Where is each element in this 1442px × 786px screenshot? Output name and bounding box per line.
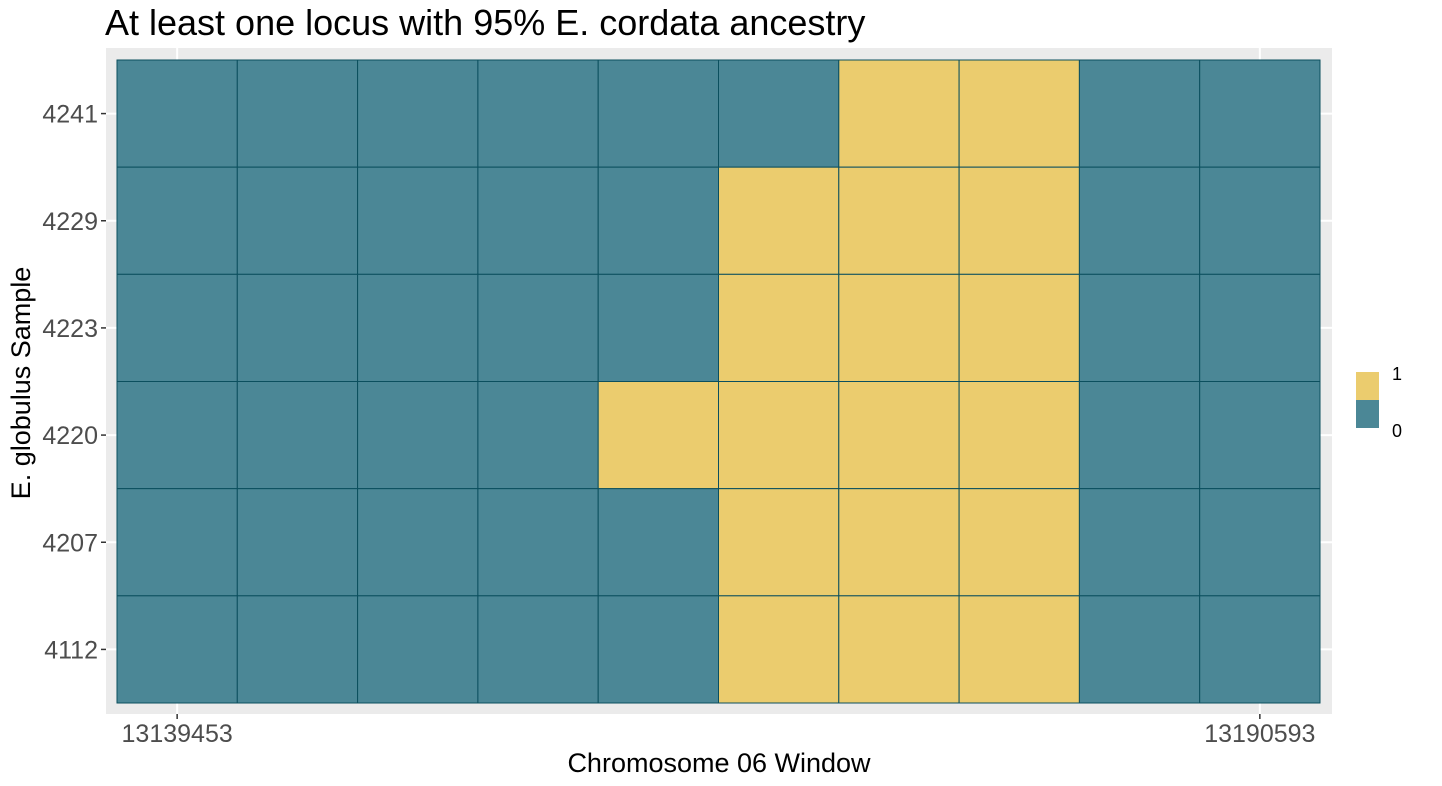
legend-label: 0: [1392, 421, 1402, 441]
x-tick-label: 13139453: [122, 720, 233, 748]
heatmap-cell: [597, 595, 720, 704]
heatmap-cell: [477, 166, 599, 275]
heatmap-cell: [236, 166, 359, 275]
heatmap-cell: [357, 166, 479, 275]
heatmap-cell: [116, 59, 238, 168]
y-tick-label: 4207: [42, 529, 98, 557]
heatmap-cell: [357, 595, 479, 704]
heatmap-cell: [838, 381, 960, 490]
heatmap-cell: [477, 488, 599, 597]
x-axis-ticks: 13139453 13190593: [122, 714, 1315, 748]
heatmap-cell: [718, 595, 840, 704]
heatmap-cell: [718, 273, 840, 383]
heatmap-cell: [1078, 381, 1201, 490]
heatmap-cell: [838, 488, 960, 597]
heatmap-cell: [357, 488, 479, 597]
heatmap-cell: [597, 488, 720, 597]
heatmap-cell: [116, 166, 238, 275]
y-axis-title: E. globulus Sample: [6, 267, 36, 500]
chart-title: At least one locus with 95% E. cordata a…: [105, 2, 865, 43]
heatmap-cell: [357, 273, 479, 383]
heatmap-cell: [838, 166, 960, 275]
x-tick-label: 13190593: [1204, 720, 1315, 748]
y-tick-label: 4229: [42, 208, 98, 236]
heatmap-cell: [1078, 59, 1201, 168]
heatmap-cell: [597, 381, 720, 490]
heatmap-cell: [1078, 166, 1201, 275]
legend-key: [1356, 372, 1379, 400]
heatmap-cell: [1199, 381, 1321, 490]
heatmap-cell: [958, 59, 1080, 168]
y-axis-ticks: 4241 4229 4223 4220 4207 4112: [42, 101, 106, 664]
heatmap-cell: [1078, 595, 1201, 704]
legend-key: [1356, 400, 1379, 428]
heatmap-cell: [236, 59, 359, 168]
heatmap-cell: [1199, 59, 1321, 168]
heatmap-cell: [718, 381, 840, 490]
heatmap-cell: [1199, 488, 1321, 597]
heatmap-cell: [116, 488, 238, 597]
heatmap-cell: [1199, 595, 1321, 704]
legend-label: 1: [1392, 364, 1402, 384]
y-tick-label: 4223: [42, 315, 98, 343]
heatmap-cell: [357, 59, 479, 168]
heatmap-cells: [116, 59, 1321, 704]
heatmap-cell: [838, 595, 960, 704]
x-axis-title: Chromosome 06 Window: [567, 748, 871, 778]
heatmap-cell: [958, 595, 1080, 704]
heatmap-cell: [236, 595, 359, 704]
y-tick-label: 4112: [44, 636, 98, 664]
y-tick-label: 4241: [42, 101, 98, 129]
heatmap-cell: [236, 273, 359, 383]
heatmap-cell: [597, 273, 720, 383]
heatmap-cell: [597, 59, 720, 168]
heatmap-cell: [718, 488, 840, 597]
y-tick-label: 4220: [42, 422, 98, 450]
heatmap-cell: [597, 166, 720, 275]
heatmap-cell: [958, 273, 1080, 383]
heatmap-cell: [718, 59, 840, 168]
heatmap-cell: [236, 488, 359, 597]
heatmap-cell: [116, 595, 238, 704]
heatmap-cell: [116, 381, 238, 490]
heatmap-cell: [357, 381, 479, 490]
heatmap-cell: [958, 488, 1080, 597]
heatmap-cell: [477, 273, 599, 383]
heatmap-cell: [958, 166, 1080, 275]
heatmap-cell: [236, 381, 359, 490]
heatmap-cell: [718, 166, 840, 275]
heatmap-cell: [838, 273, 960, 383]
heatmap-cell: [1078, 488, 1201, 597]
heatmap-cell: [838, 59, 960, 168]
heatmap-cell: [477, 595, 599, 704]
heatmap-cell: [1078, 273, 1201, 383]
heatmap-cell: [1199, 166, 1321, 275]
heatmap-cell: [477, 381, 599, 490]
heatmap-cell: [1199, 273, 1321, 383]
heatmap-cell: [958, 381, 1080, 490]
legend: 10: [1356, 364, 1402, 441]
heatmap-cell: [116, 273, 238, 383]
heatmap-cell: [477, 59, 599, 168]
